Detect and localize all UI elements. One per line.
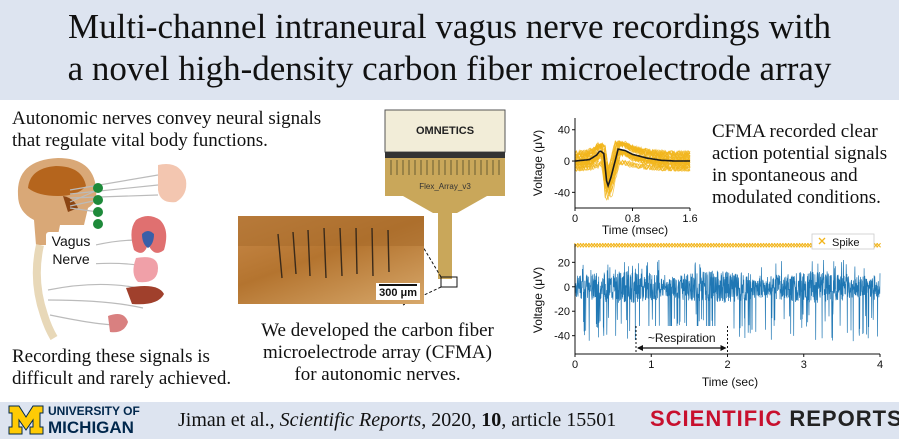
connector-label: OMNETICS bbox=[416, 125, 474, 137]
intro-line-1: Autonomic nerves convey neural signals bbox=[12, 108, 322, 129]
signal-legend: Spike bbox=[811, 233, 875, 250]
cfma-micrograph: 300 μm bbox=[238, 216, 424, 304]
development-line-3: for autonomic nerves. bbox=[294, 364, 461, 385]
poster-title: Multi-channel intraneural vagus nerve re… bbox=[0, 6, 899, 90]
signal-y-tick-label: 20 bbox=[558, 257, 570, 269]
respiration-label: ~Respiration bbox=[648, 331, 716, 345]
cfma-device-illustration: OMNETICS Flex_Array_v3 bbox=[384, 109, 506, 306]
ganglion-icon bbox=[93, 207, 103, 217]
flex-shank bbox=[438, 211, 452, 279]
flex-taper bbox=[403, 196, 487, 213]
vagus-label-line-1: Vagus bbox=[51, 233, 91, 249]
university-name: UNIVERSITY OF MICHIGAN bbox=[48, 404, 140, 436]
respiration-arrowhead bbox=[637, 345, 643, 351]
signal-y-tick-label: 0 bbox=[564, 282, 570, 294]
citation-article: , article 15501 bbox=[501, 409, 617, 431]
citation-journal: Scientific Reports bbox=[279, 409, 422, 431]
signal-y-tick-label: -40 bbox=[554, 331, 570, 343]
zoom-box bbox=[440, 276, 458, 288]
flex-label: Flex_Array_v3 bbox=[419, 182, 471, 191]
carbon-fibers bbox=[238, 216, 424, 279]
journal-logo-part-1: SCIENTIFIC bbox=[650, 406, 783, 431]
vagus-label-line-2: Nerve bbox=[52, 251, 90, 267]
vagus-label: Vagus Nerve bbox=[46, 232, 96, 272]
face-icon bbox=[158, 164, 187, 203]
flex-traces bbox=[390, 160, 500, 175]
signal-y-tick-label: -20 bbox=[554, 306, 570, 318]
signal-x-axis-label: Time (sec) bbox=[702, 375, 758, 389]
footer-band bbox=[0, 402, 899, 439]
university-line-2: MICHIGAN bbox=[48, 418, 134, 437]
journal-logo-part-2: REPORTS bbox=[782, 406, 899, 431]
intro-line-2: that regulate vital body functions. bbox=[12, 130, 268, 151]
scale-bar-label: 300 μm bbox=[379, 287, 417, 299]
waveform-trace bbox=[574, 150, 691, 197]
waveform-y-tick-label: 40 bbox=[558, 125, 570, 137]
signal-trace bbox=[574, 259, 881, 342]
waveform-y-tick-label: 0 bbox=[564, 156, 570, 168]
signal-x-tick-label: 0 bbox=[572, 359, 578, 371]
intestine-icon bbox=[108, 314, 128, 333]
university-line-1: UNIVERSITY OF bbox=[48, 404, 140, 418]
waveform-y-axis-label: Voltage (μV) bbox=[531, 130, 545, 196]
intro-text: Autonomic nerves convey neural signals t… bbox=[12, 108, 321, 152]
liver-icon bbox=[126, 286, 164, 305]
scientific-reports-logo: SCIENTIFIC REPORTS bbox=[650, 406, 899, 432]
signal-y-axis-label: Voltage (μV) bbox=[531, 267, 545, 333]
results-line-4: modulated conditions. bbox=[712, 187, 881, 208]
michigan-block-m-logo bbox=[8, 405, 44, 435]
citation: Jiman et al., Scientific Reports, 2020, … bbox=[178, 407, 616, 433]
respiration-arrowhead bbox=[720, 345, 727, 351]
citation-authors: Jiman et al., bbox=[178, 409, 280, 431]
waveform-x-tick-label: 1.6 bbox=[682, 213, 697, 225]
results-line-3: in spontaneous and bbox=[712, 165, 858, 186]
development-line-2: microelectrode array (CFMA) bbox=[263, 342, 492, 363]
waveform-trace bbox=[574, 140, 691, 175]
legend-marker bbox=[818, 237, 826, 245]
cerebellum-icon bbox=[63, 196, 78, 212]
legend-label: Spike bbox=[832, 237, 860, 249]
signal-x-tick-label: 1 bbox=[648, 359, 654, 371]
title-line-1: Multi-channel intraneural vagus nerve re… bbox=[68, 7, 831, 46]
title-line-2: a novel high-density carbon fiber microe… bbox=[67, 49, 832, 88]
nerve-trunk bbox=[32, 244, 58, 340]
ganglion-icon bbox=[93, 195, 103, 205]
difficulty-text: Recording these signals is difficult and… bbox=[12, 346, 231, 390]
spike-marker-stroke bbox=[876, 242, 881, 248]
waveform-x-tick-label: 0.8 bbox=[625, 213, 640, 225]
scale-bar: 300 μm bbox=[376, 283, 420, 300]
results-text: CFMA recorded clear action potential sig… bbox=[712, 121, 887, 209]
signal-x-tick-label: 4 bbox=[877, 359, 883, 371]
neural-signal-chart: Voltage (μV) Time (sec) Spike 0 1 2 3 4 20 0 -20… bbox=[531, 233, 883, 389]
connector-edge bbox=[385, 152, 505, 158]
mean-waveform-line bbox=[574, 148, 690, 189]
signal-x-tick-label: 2 bbox=[724, 359, 730, 371]
stomach-icon bbox=[133, 257, 158, 283]
results-line-1: CFMA recorded clear bbox=[712, 121, 878, 142]
development-text: We developed the carbon fiber microelect… bbox=[240, 320, 515, 386]
ganglion-icon bbox=[93, 183, 103, 193]
difficulty-line-1: Recording these signals is bbox=[12, 346, 210, 367]
citation-year: , 2020, bbox=[421, 409, 482, 431]
development-line-1: We developed the carbon fiber bbox=[261, 320, 494, 341]
waveform-y-tick-label: -40 bbox=[554, 187, 570, 199]
spike-waveform-chart: Voltage (μV) Time (msec) 0 0.8 1.6 40 0 -40 bbox=[531, 118, 698, 237]
signal-x-tick-label: 3 bbox=[801, 359, 807, 371]
scale-bar-line bbox=[379, 284, 417, 286]
waveform-x-axis-label: Time (msec) bbox=[602, 223, 668, 237]
waveform-trace bbox=[574, 149, 691, 187]
difficulty-line-2: difficult and rarely achieved. bbox=[12, 368, 232, 389]
spike-marker bbox=[876, 242, 881, 248]
ganglion-icon bbox=[93, 219, 103, 229]
vagus-anatomy-illustration bbox=[17, 158, 187, 340]
citation-volume: 10 bbox=[481, 409, 502, 431]
brain-icon bbox=[28, 166, 86, 196]
title-band bbox=[0, 0, 899, 100]
legend-box bbox=[811, 233, 875, 250]
heart-icon bbox=[142, 231, 154, 248]
waveform-x-tick-label: 0 bbox=[572, 213, 578, 225]
results-line-2: action potential signals bbox=[712, 143, 888, 164]
waveform-trace bbox=[574, 160, 691, 184]
